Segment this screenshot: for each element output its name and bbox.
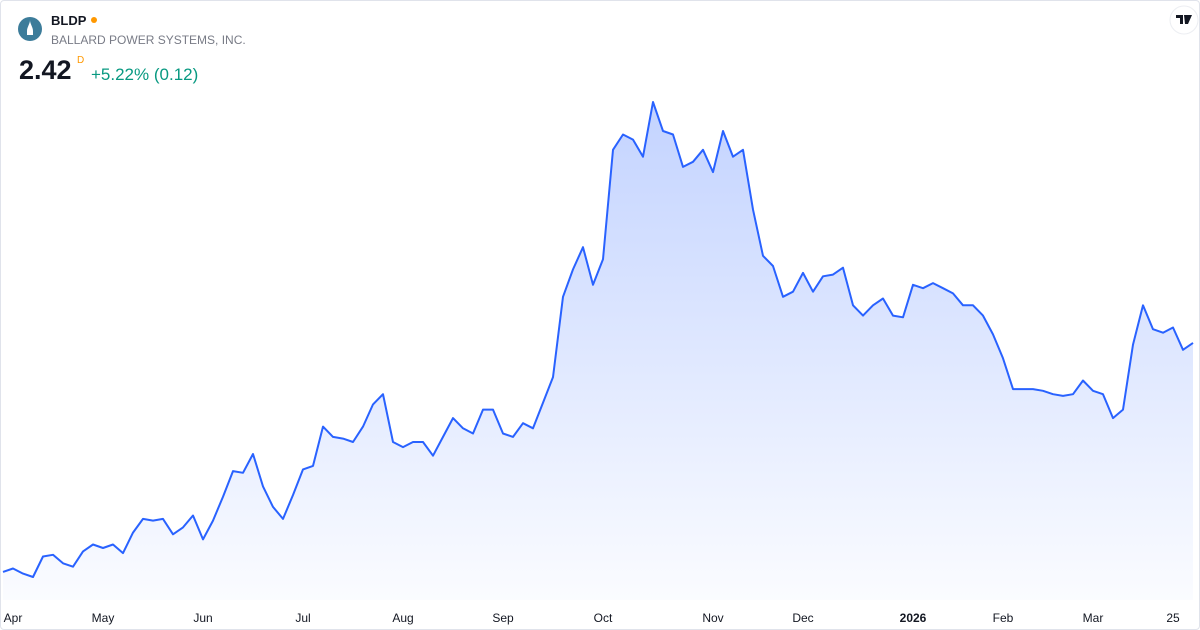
symbol: BLDP xyxy=(51,13,87,28)
x-tick-label: Feb xyxy=(993,611,1014,625)
interval: D xyxy=(77,55,85,66)
price: 2.42 xyxy=(19,55,72,85)
x-tick-label: Jul xyxy=(295,611,310,625)
x-tick-label: Oct xyxy=(594,611,613,625)
x-tick-label: Jun xyxy=(193,611,212,625)
x-tick-label: May xyxy=(92,611,115,625)
x-tick-label: Sep xyxy=(492,611,514,625)
price-line xyxy=(2,101,1194,578)
x-tick-label: Aug xyxy=(392,611,413,625)
price-change: +5.22% (0.12) xyxy=(91,65,199,84)
x-tick-label: 25 xyxy=(1166,611,1180,625)
x-tick-label: Apr xyxy=(4,611,23,625)
logo xyxy=(18,17,42,41)
company-name: BALLARD POWER SYSTEMS, INC. xyxy=(51,33,246,47)
x-tick-label: Mar xyxy=(1083,611,1104,625)
status-dot xyxy=(91,17,97,23)
tradingview-logo[interactable] xyxy=(1169,5,1199,35)
x-tick-label: Dec xyxy=(792,611,813,625)
area-fill xyxy=(3,102,1193,600)
x-tick-label: 2026 xyxy=(900,611,927,625)
x-tick-label: Nov xyxy=(702,611,723,625)
